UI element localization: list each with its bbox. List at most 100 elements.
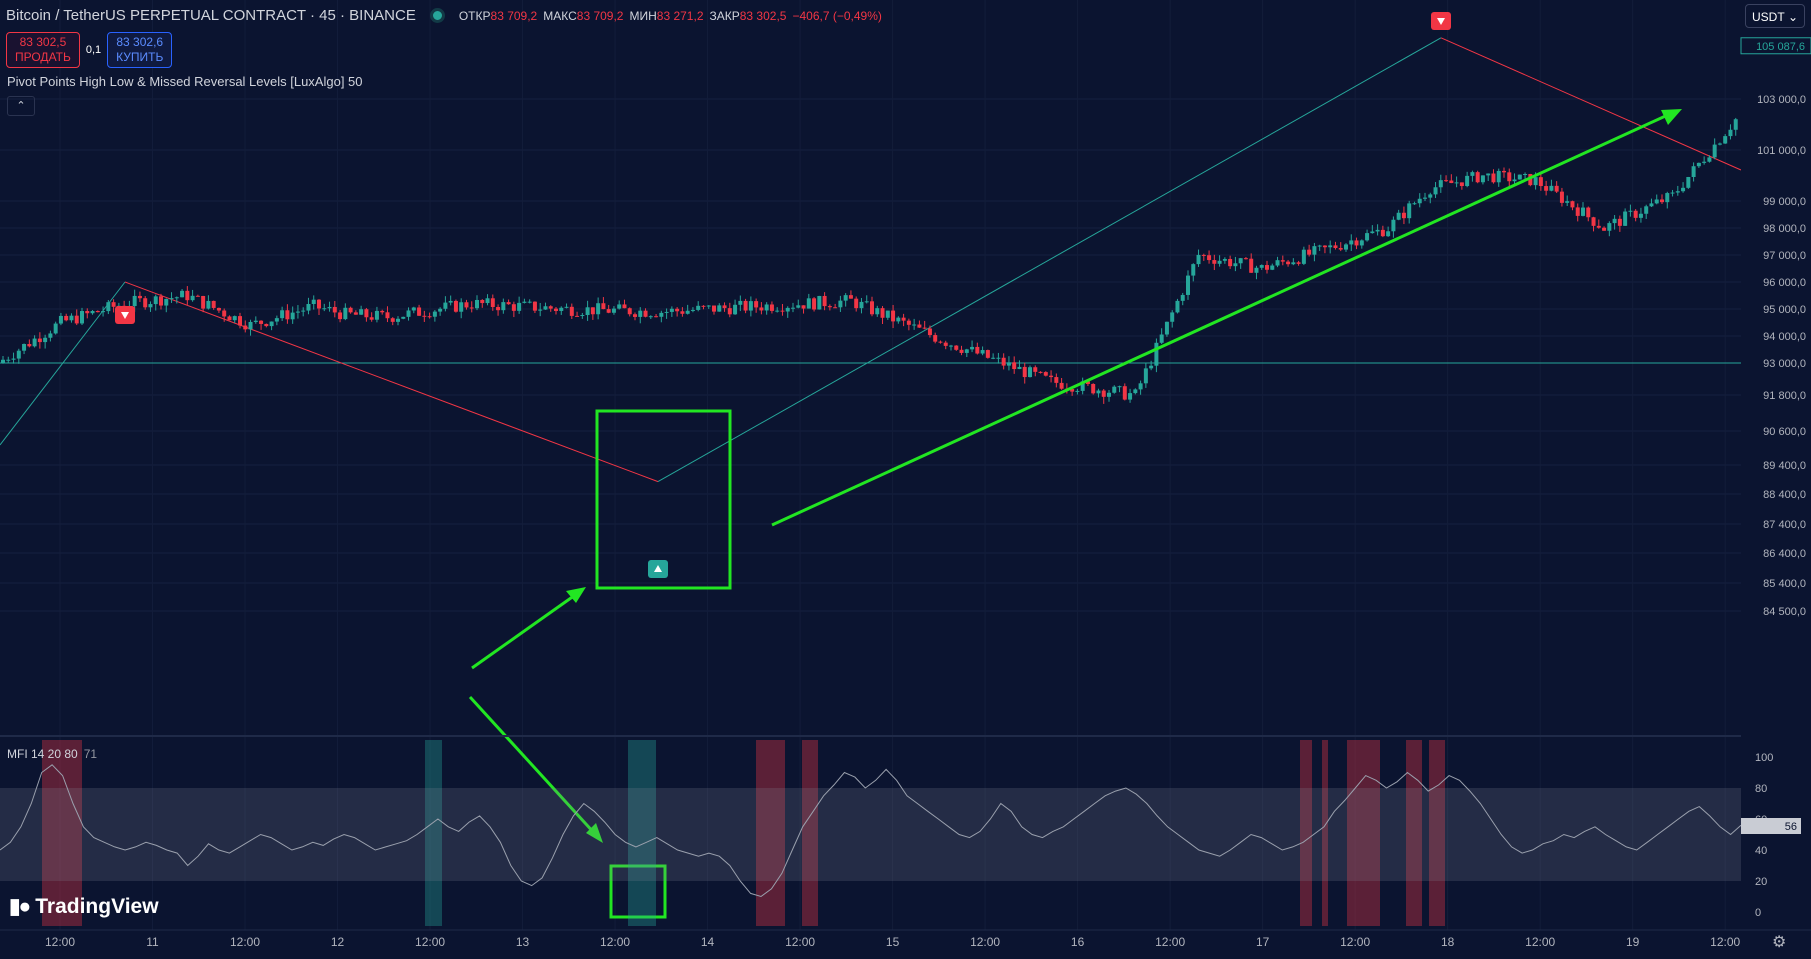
candle-body — [1602, 227, 1607, 231]
candle-body — [669, 308, 674, 312]
candle-body — [1043, 372, 1048, 376]
candle-body — [1138, 383, 1143, 390]
mfi-current-tag: 56 — [1741, 818, 1801, 834]
mfi-title: MFI 14 20 80 — [7, 747, 78, 761]
candle-body — [1486, 173, 1491, 176]
candle-body — [301, 310, 306, 312]
candle-body — [975, 346, 980, 354]
candle-body — [195, 295, 200, 297]
candle-body — [680, 311, 685, 314]
mfi-legend[interactable]: MFI 14 20 80 71 — [7, 747, 97, 761]
candle-body — [701, 305, 706, 307]
candle-body — [1570, 201, 1575, 208]
time-tick-label: 12:00 — [785, 935, 815, 949]
candle-body — [322, 308, 327, 310]
candle-body — [1407, 203, 1412, 219]
buy-button[interactable]: 83 302,6 КУПИТЬ — [107, 32, 173, 68]
candle-body — [1575, 207, 1580, 216]
candle-body — [374, 310, 379, 320]
candle-body — [406, 310, 411, 317]
candle-body — [348, 307, 353, 313]
candle-body — [1523, 174, 1528, 176]
mfi-tick-label: 20 — [1755, 876, 1767, 888]
candle-body — [1096, 390, 1101, 394]
candlestick-series[interactable] — [1, 117, 1738, 404]
mfi-zone — [42, 740, 82, 926]
chevron-up-icon[interactable]: ⌃ — [7, 96, 35, 116]
price-tick-label: 96 000,0 — [1763, 277, 1806, 289]
candle-body — [696, 305, 701, 310]
candle-body — [227, 316, 232, 321]
time-axis-labels[interactable]: 12:00 11 12:00 12 12:00 13 12:00 14 12:00 15 12:00… — [45, 935, 1741, 949]
candle-body — [6, 359, 11, 361]
candle-body — [506, 302, 511, 305]
pivot-lines — [0, 37, 1742, 483]
candle-body — [601, 303, 606, 310]
candle-body — [1059, 382, 1064, 389]
sell-price: 83 302,5 — [19, 35, 67, 49]
candle-body — [1380, 229, 1385, 237]
candle-body — [1354, 240, 1359, 246]
candle-body — [417, 307, 422, 316]
current-price-label: 105 087,6 — [1756, 41, 1805, 53]
pivot-low-line — [657, 37, 1442, 483]
candle-body — [1222, 258, 1227, 261]
indicator-title[interactable]: Pivot Points High Low & Missed Reversal … — [7, 74, 363, 89]
candle-body — [1533, 177, 1538, 186]
candle-body — [664, 311, 669, 313]
currency-selector[interactable]: USDT ⌄ — [1745, 4, 1805, 28]
candle-body — [369, 317, 374, 320]
candle-body — [1412, 203, 1417, 205]
annotation-arrow-to-box-head — [566, 587, 586, 603]
candle-body — [1091, 383, 1096, 394]
candle-body — [1070, 389, 1075, 392]
mfi-value: 71 — [83, 747, 98, 761]
candle-body — [475, 299, 479, 309]
price-tick-label: 90 600,0 — [1763, 426, 1806, 438]
pivot-high-marker-icon — [115, 306, 135, 324]
candle-body — [627, 308, 632, 315]
candle-body — [37, 338, 42, 343]
candle-body — [106, 302, 111, 312]
candle-body — [111, 302, 116, 307]
mfi-band — [0, 788, 1741, 881]
chart-header: Bitcoin / TetherUS PERPETUAL CONTRACT · … — [6, 7, 888, 24]
candle-body — [185, 290, 190, 301]
candle-body — [885, 310, 890, 318]
candle-body — [1581, 207, 1585, 216]
time-tick-label: 12 — [331, 935, 345, 949]
candle-body — [943, 342, 948, 346]
candle-body — [1681, 187, 1686, 192]
candle-body — [1386, 231, 1391, 237]
symbol-title[interactable]: Bitcoin / TetherUS PERPETUAL CONTRACT · … — [6, 7, 416, 24]
candle-body — [1665, 193, 1670, 203]
candle-body — [1370, 231, 1375, 234]
sell-button[interactable]: 83 302,5 ПРОДАТЬ — [6, 32, 80, 68]
candle-body — [1396, 212, 1401, 220]
candle-body — [1322, 245, 1327, 248]
candle-body — [617, 304, 622, 309]
candle-body — [85, 311, 90, 314]
candle-body — [596, 303, 601, 315]
candle-body — [143, 298, 148, 308]
mfi-line[interactable] — [0, 764, 1742, 898]
mfi-zone — [1429, 740, 1445, 926]
candle-body — [717, 305, 722, 312]
price-tick-label: 88 400,0 — [1763, 489, 1806, 501]
price-axis[interactable] — [1741, 0, 1811, 930]
candle-body — [1359, 240, 1364, 246]
candle-body — [1028, 367, 1032, 378]
candle-body — [933, 335, 938, 342]
candle-body — [554, 308, 558, 311]
candle-body — [211, 300, 216, 308]
trade-panel: 83 302,5 ПРОДАТЬ 0,1 83 302,6 КУПИТЬ — [6, 32, 173, 68]
candle-body — [1117, 386, 1122, 388]
mfi-tick-label: 40 — [1755, 845, 1767, 857]
gear-icon[interactable]: ⚙ — [1772, 934, 1787, 951]
mfi-current-label: 56 — [1785, 821, 1797, 833]
candle-body — [1417, 198, 1422, 204]
candle-body — [690, 309, 695, 311]
candle-body — [1049, 375, 1054, 378]
candle-body — [1054, 377, 1059, 383]
